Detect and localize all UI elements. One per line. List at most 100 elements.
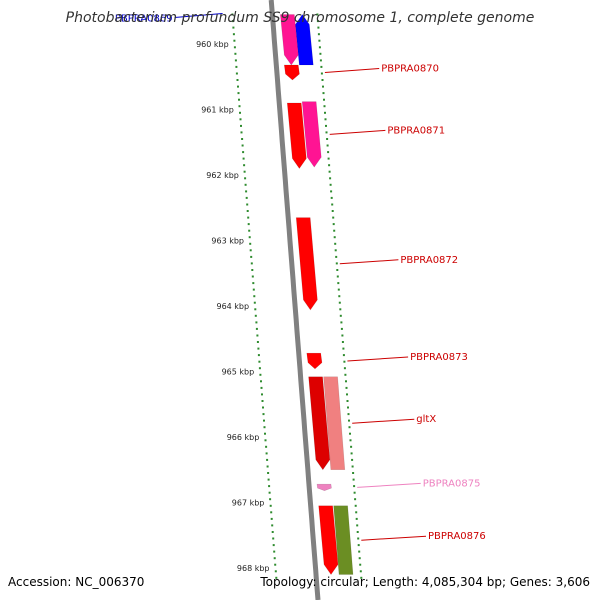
outer-tick-mark — [337, 282, 340, 285]
scale-tick-label: 962 kbp — [206, 171, 239, 180]
inner-tick-mark — [256, 334, 259, 337]
gene-label[interactable]: PBPRA0872 — [400, 255, 458, 266]
gene-label-leader — [357, 482, 421, 488]
inner-tick-mark — [266, 458, 269, 461]
inner-tick-mark — [274, 570, 277, 573]
inner-tick-mark — [248, 229, 251, 232]
inner-tick-mark — [261, 400, 264, 402]
outer-tick-mark — [334, 249, 337, 252]
gene-feature[interactable] — [333, 505, 354, 575]
outer-tick-mark — [329, 183, 332, 186]
gene-label[interactable]: PBPRA0875 — [423, 478, 481, 489]
outer-tick-mark — [330, 190, 333, 193]
inner-tick-mark — [231, 13, 234, 16]
gene-label[interactable]: PBPRA0871 — [387, 125, 445, 136]
outer-tick-mark — [352, 472, 355, 474]
outer-tick-mark — [354, 498, 357, 501]
gene-feature[interactable] — [286, 102, 307, 169]
gene-label[interactable]: PBPRA0876 — [428, 531, 486, 542]
gene-feature[interactable] — [323, 376, 346, 471]
inner-tick-mark — [254, 308, 257, 311]
inner-tick-mark — [237, 85, 239, 88]
inner-tick-mark — [264, 439, 267, 442]
outer-tick-mark — [326, 138, 329, 140]
inner-tick-mark — [260, 386, 263, 389]
outer-tick-mark — [355, 511, 358, 514]
gene-label[interactable]: PBPRA0869 — [115, 14, 173, 25]
inner-tick-mark — [275, 576, 278, 579]
outer-tick-mark — [337, 288, 340, 291]
outer-tick-mark — [338, 295, 341, 298]
gene-feature[interactable] — [301, 101, 322, 168]
gene-feature[interactable] — [316, 483, 332, 492]
gene-feature[interactable] — [306, 352, 323, 370]
scale-tick-label: 966 kbp — [227, 433, 260, 442]
inner-tick-mark — [272, 544, 275, 547]
outer-tick-mark — [355, 517, 358, 520]
gene-feature[interactable] — [280, 14, 299, 66]
gene-feature[interactable] — [283, 64, 300, 81]
outer-tick-mark — [317, 26, 320, 29]
inner-tick-mark — [264, 432, 266, 435]
outer-tick-mark — [323, 98, 325, 101]
inner-tick-mark — [243, 170, 246, 173]
outer-tick-mark — [350, 445, 353, 448]
inner-tick-mark — [258, 360, 261, 363]
inner-tick-mark — [243, 164, 246, 167]
inner-tick-mark — [267, 472, 270, 474]
outer-tick-mark — [348, 419, 350, 422]
outer-tick-mark — [341, 334, 344, 337]
outer-tick-mark — [336, 269, 339, 271]
outer-tick-mark — [322, 92, 325, 95]
outer-tick-mark — [339, 308, 342, 311]
outer-tick-mark — [317, 33, 320, 36]
outer-tick-mark — [341, 341, 344, 343]
inner-tick-mark — [251, 269, 254, 271]
outer-tick-mark — [332, 216, 335, 219]
outer-tick-mark — [339, 314, 342, 317]
inner-tick-mark — [268, 485, 271, 488]
inner-tick-mark — [260, 380, 262, 383]
inner-tick-mark — [234, 52, 237, 55]
inner-tick-mark — [271, 524, 274, 527]
outer-tick-mark — [347, 413, 350, 416]
gene-feature[interactable] — [308, 376, 331, 471]
outer-tick-mark — [319, 52, 322, 55]
gene-label[interactable]: PBPRA0870 — [381, 64, 439, 75]
scale-tick-label: 968 kbp — [237, 564, 270, 573]
gene-label[interactable]: gltX — [416, 414, 436, 425]
gene-feature[interactable] — [318, 505, 339, 576]
outer-tick-mark — [319, 59, 322, 62]
gene-label-leader — [174, 13, 223, 18]
outer-tick-ring — [316, 13, 363, 579]
outer-tick-mark — [320, 65, 323, 68]
inner-tick-mark — [244, 183, 247, 186]
outer-tick-mark — [334, 242, 337, 245]
inner-tick-mark — [247, 223, 250, 226]
inner-tick-mark — [252, 288, 255, 291]
inner-tick-mark — [249, 249, 252, 252]
outer-tick-mark — [351, 465, 354, 468]
gene-label-leader — [347, 356, 409, 362]
inner-tick-mark — [237, 92, 240, 95]
gene-label-leader — [329, 129, 386, 135]
outer-tick-mark — [343, 360, 346, 363]
inner-tick-mark — [257, 354, 260, 357]
gene-feature[interactable] — [295, 217, 318, 311]
inner-tick-mark — [274, 563, 277, 566]
outer-tick-mark — [326, 144, 329, 147]
gene-feature[interactable] — [295, 14, 314, 66]
gene-label[interactable]: PBPRA0873 — [410, 352, 468, 363]
scale-tick-label: 965 kbp — [222, 368, 255, 377]
inner-tick-mark — [234, 59, 237, 62]
inner-tick-mark — [241, 138, 244, 140]
outer-tick-mark — [316, 13, 319, 16]
outer-tick-mark — [342, 354, 345, 357]
inner-tick-mark — [262, 406, 264, 409]
inner-tick-mark — [261, 393, 263, 396]
inner-tick-mark — [238, 98, 240, 101]
gene-label-leader — [361, 535, 427, 541]
outer-tick-mark — [351, 458, 354, 461]
outer-tick-mark — [324, 111, 326, 114]
